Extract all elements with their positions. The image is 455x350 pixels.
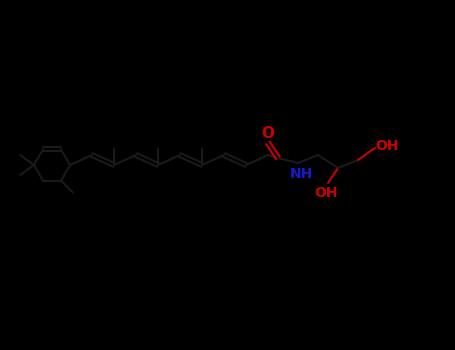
Text: O: O: [262, 126, 274, 141]
Text: OH: OH: [375, 139, 399, 153]
Text: NH: NH: [289, 167, 313, 181]
Text: OH: OH: [314, 186, 338, 200]
